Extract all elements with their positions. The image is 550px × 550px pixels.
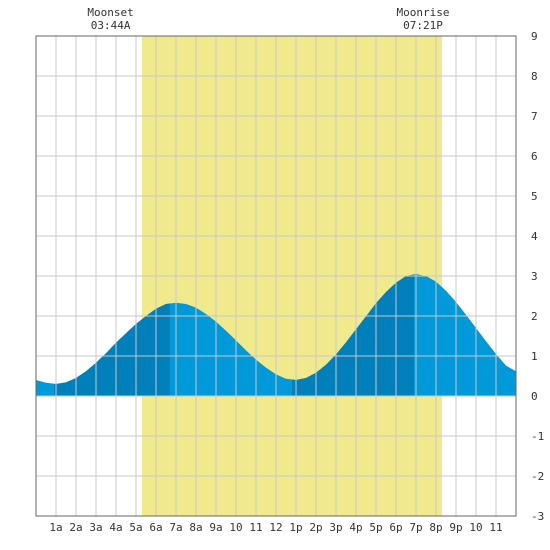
y-tick-label: -2 — [531, 470, 544, 483]
plot-frame — [35, 35, 517, 517]
x-tick-label: 5a — [129, 521, 142, 534]
x-tick-label: 6p — [389, 521, 402, 534]
moon-event-label: Moonset — [87, 6, 133, 19]
x-tick-label: 4a — [109, 521, 122, 534]
x-tick-label: 2a — [69, 521, 82, 534]
x-tick-label: 10 — [469, 521, 482, 534]
x-tick-label: 9p — [449, 521, 462, 534]
x-tick-label: 11 — [249, 521, 262, 534]
moon-event-time: 07:21P — [403, 19, 443, 32]
y-tick-label: 9 — [531, 30, 538, 43]
y-tick-label: -3 — [531, 510, 544, 523]
x-tick-label: 2p — [309, 521, 322, 534]
plot-border — [35, 35, 517, 517]
y-tick-label: 8 — [531, 70, 538, 83]
y-tick-label: 1 — [531, 350, 538, 363]
y-tick-label: 0 — [531, 390, 538, 403]
grid-layer — [36, 36, 516, 516]
x-tick-label: 3p — [329, 521, 342, 534]
x-tick-label: 8a — [189, 521, 202, 534]
y-tick-label: 4 — [531, 230, 538, 243]
x-tick-label: 6a — [149, 521, 162, 534]
x-tick-label: 1p — [289, 521, 302, 534]
y-tick-label: 2 — [531, 310, 538, 323]
x-tick-label: 8p — [429, 521, 442, 534]
x-tick-label: 3a — [89, 521, 102, 534]
x-tick-label: 9a — [209, 521, 222, 534]
x-tick-label: 11 — [489, 521, 502, 534]
y-tick-label: 6 — [531, 150, 538, 163]
y-tick-label: 3 — [531, 270, 538, 283]
x-tick-label: 4p — [349, 521, 362, 534]
moon-event-label: Moonrise — [397, 6, 450, 19]
x-tick-label: 10 — [229, 521, 242, 534]
x-tick-label: 5p — [369, 521, 382, 534]
x-tick-label: 7a — [169, 521, 182, 534]
x-tick-label: 1a — [49, 521, 62, 534]
x-tick-label: 7p — [409, 521, 422, 534]
y-tick-label: 7 — [531, 110, 538, 123]
moon-event-time: 03:44A — [91, 19, 131, 32]
x-tick-label: 12 — [269, 521, 282, 534]
y-tick-label: 5 — [531, 190, 538, 203]
y-tick-label: -1 — [531, 430, 544, 443]
